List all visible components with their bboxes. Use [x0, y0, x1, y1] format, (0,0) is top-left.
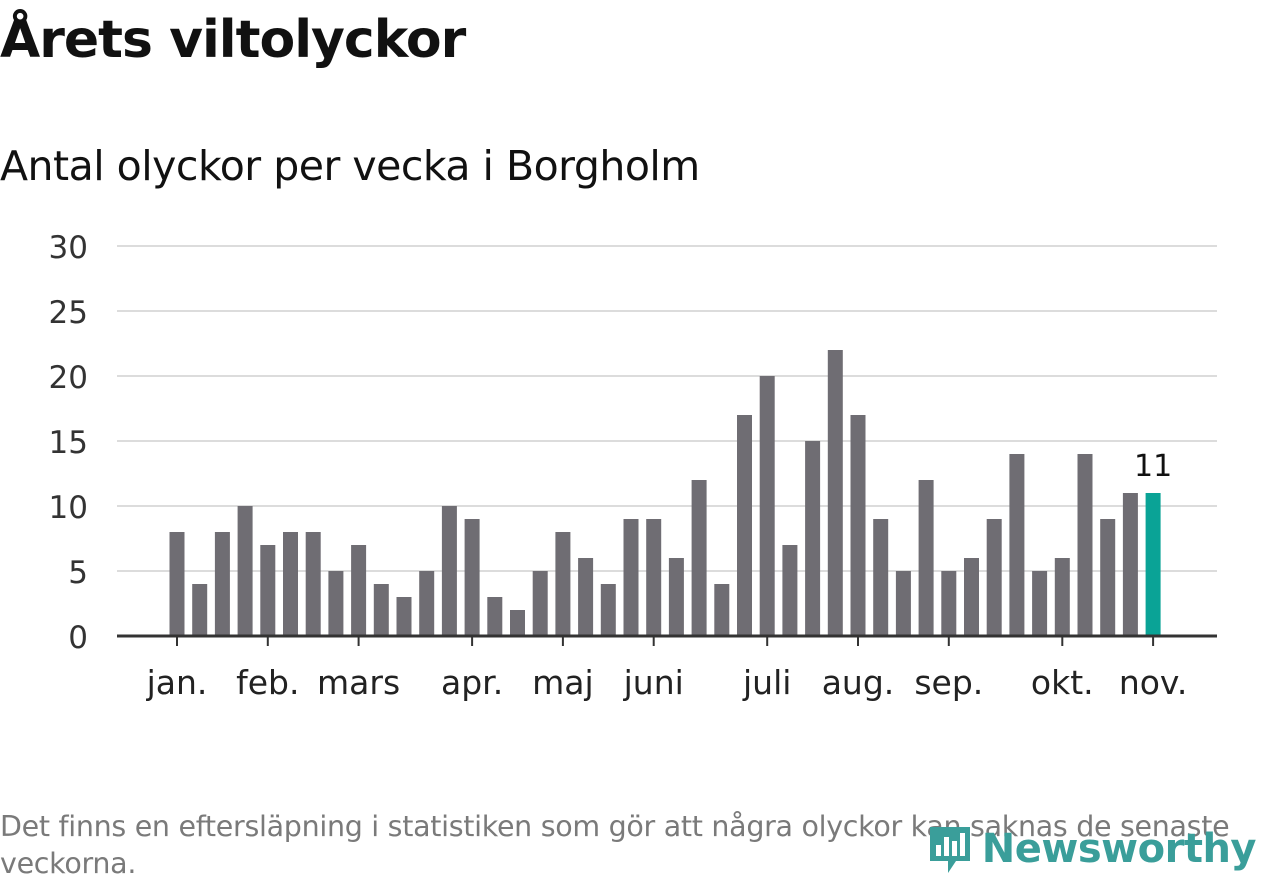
y-tick-label: 20: [49, 360, 88, 396]
bar: [169, 532, 185, 636]
x-tick-label: apr.: [441, 663, 503, 702]
x-axis-labels: jan. feb. mars apr. maj juni juli aug. sep. okt. n…: [146, 663, 1188, 702]
bar: [283, 532, 298, 636]
x-tick-label: okt.: [1031, 663, 1094, 702]
bar: [351, 545, 367, 636]
bar: [305, 532, 321, 636]
bar: [668, 558, 684, 636]
bar: [873, 519, 889, 636]
x-tick-label: jan.: [146, 663, 208, 702]
bar: [1077, 454, 1093, 636]
newsworthy-logo-icon: [929, 827, 970, 873]
x-tick-label: mars: [317, 663, 400, 702]
bar: [759, 376, 775, 636]
bar: [396, 597, 412, 636]
y-axis-labels: 0 5 10 15 20 25 30: [49, 230, 88, 656]
bar: [623, 519, 639, 636]
x-tick-label: feb.: [236, 663, 299, 702]
x-tick-label: sep.: [914, 663, 983, 702]
bar-highlight: [1145, 493, 1161, 636]
bar: [464, 519, 480, 636]
x-tick-label: nov.: [1119, 663, 1188, 702]
x-tick-label: juli: [742, 663, 791, 702]
bar: [850, 415, 866, 636]
footnote: Det finns en eftersläpning i statistiken…: [0, 810, 1230, 880]
y-tick-label: 10: [49, 490, 88, 526]
bar: [691, 480, 707, 636]
bar: [1032, 571, 1048, 636]
bar: [555, 532, 571, 636]
x-tick-label: aug.: [822, 663, 895, 702]
bar: [510, 610, 525, 636]
bar: [782, 545, 798, 636]
bar: [487, 597, 503, 636]
y-tick-label: 25: [49, 295, 88, 331]
bar: [714, 584, 730, 636]
bar: [737, 415, 752, 636]
bar: [964, 558, 979, 636]
bar: [646, 519, 662, 636]
bar: [941, 571, 957, 636]
bars: [169, 350, 1161, 636]
bar: [918, 480, 934, 636]
brand-name: Newsworthy: [981, 826, 1257, 872]
y-tick-label: 30: [49, 230, 88, 266]
bar: [1100, 519, 1116, 636]
bar: [328, 571, 344, 636]
bar: [1054, 558, 1070, 636]
bar: [214, 532, 230, 636]
y-tick-label: 0: [68, 620, 88, 656]
bar: [1122, 493, 1138, 636]
data-labels: 11: [1134, 449, 1172, 484]
brand[interactable]: Newsworthy: [926, 820, 1257, 878]
bar: [373, 584, 389, 636]
bar: [260, 545, 276, 636]
bar: [1009, 454, 1025, 636]
bar: [986, 519, 1002, 636]
chart-title: Årets viltolyckor: [0, 10, 466, 70]
x-tick-label: juni: [623, 663, 684, 702]
bar: [895, 571, 911, 636]
y-tick-label: 5: [68, 555, 88, 591]
y-tick-label: 15: [49, 425, 88, 461]
x-axis: [117, 634, 1217, 646]
chart-subtitle: Antal olyckor per vecka i Borgholm: [0, 142, 700, 190]
bar: [532, 571, 548, 636]
bar: [419, 571, 435, 636]
bar: [192, 584, 208, 636]
bar: [827, 350, 843, 636]
bar: [578, 558, 594, 636]
bar: [237, 506, 253, 636]
bar: [441, 506, 457, 636]
bar: [600, 584, 616, 636]
gridlines: [117, 245, 1217, 572]
x-tick-label: maj: [532, 663, 594, 702]
data-label: 11: [1134, 449, 1172, 484]
bar: [805, 441, 821, 636]
